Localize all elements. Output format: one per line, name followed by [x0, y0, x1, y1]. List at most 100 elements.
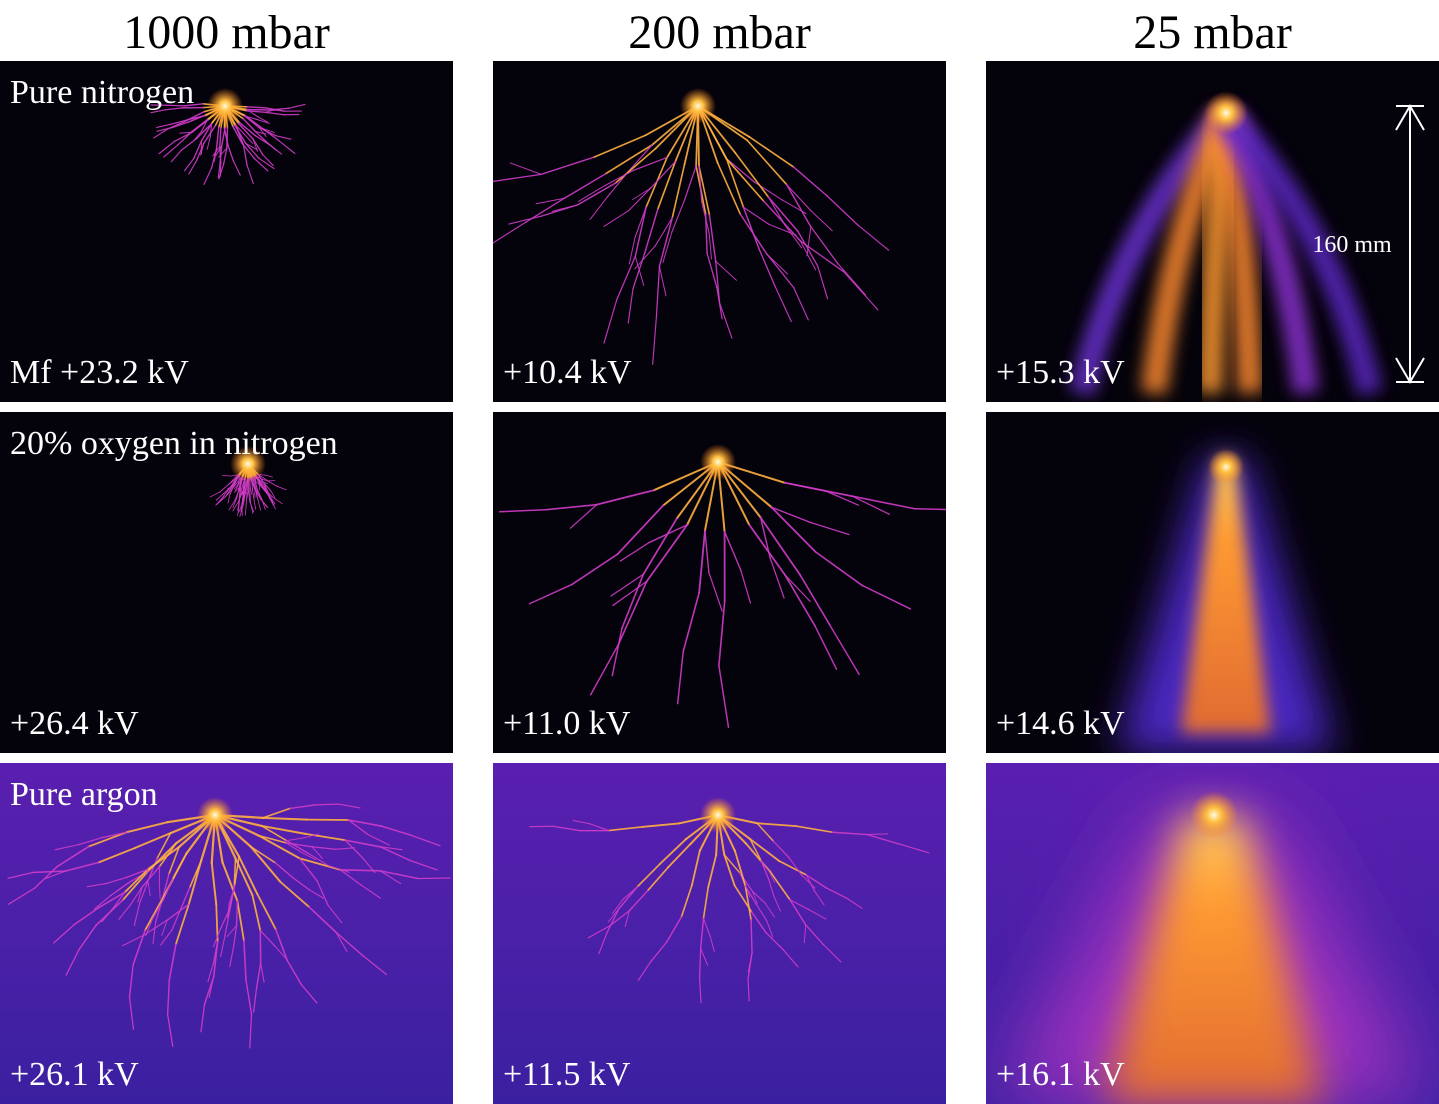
streamer [288, 103, 306, 109]
streamer [220, 127, 226, 147]
streamer [683, 165, 697, 201]
streamer [701, 201, 710, 234]
streamer [215, 145, 223, 157]
streamer [152, 921, 157, 944]
streamer [203, 167, 213, 186]
streamer [671, 199, 686, 233]
streamer [243, 485, 246, 494]
streamer [137, 886, 143, 903]
streamer [298, 857, 342, 871]
streamer [347, 819, 383, 827]
streamer [200, 1003, 206, 1033]
streamer [193, 140, 202, 160]
streamer [262, 807, 291, 819]
streamer [298, 857, 318, 882]
streamer [275, 135, 292, 140]
streamer [788, 857, 803, 876]
streamer [208, 976, 215, 998]
streamer [766, 253, 795, 289]
panel-bg [0, 412, 453, 753]
streamer [734, 152, 770, 198]
streamer [595, 489, 655, 506]
streamer [237, 502, 240, 516]
voltage-label: +15.3 kV [996, 354, 1125, 391]
cone [1181, 457, 1271, 733]
streamer [795, 825, 834, 834]
streamer [184, 157, 195, 172]
streamer [334, 847, 355, 850]
streamer [221, 861, 239, 902]
streamer [244, 504, 247, 516]
streamer [218, 147, 228, 158]
streamer [171, 121, 189, 129]
voltage-label: Mf +23.2 kV [10, 354, 189, 391]
streamer [141, 865, 161, 888]
streamer [212, 146, 221, 157]
streamer [237, 855, 259, 895]
streamer [725, 157, 745, 209]
streamer [270, 490, 276, 499]
streamer [253, 500, 257, 510]
row-label: Pure nitrogen [10, 74, 194, 111]
streamer [898, 843, 930, 854]
streamer [327, 865, 350, 873]
streamer [253, 158, 269, 172]
streamer [799, 240, 817, 271]
streamer [123, 868, 149, 894]
streamer [200, 122, 213, 143]
streamer [168, 943, 177, 981]
streamer [646, 866, 669, 892]
streamer [158, 140, 175, 155]
streamer [610, 573, 644, 597]
streamer [180, 138, 198, 151]
streamer [784, 574, 811, 603]
streamer [648, 524, 688, 544]
streamer [627, 288, 634, 324]
streamer [203, 125, 217, 144]
streamer [115, 882, 129, 893]
streamer [133, 902, 141, 927]
streamer [244, 115, 258, 121]
streamer [316, 880, 329, 906]
streamer [257, 499, 262, 511]
streamer [706, 252, 718, 288]
streamer [767, 196, 799, 232]
streamer [704, 530, 710, 574]
labels: Mf +23.2 kV +10.4 kV +15.3 kV +26.4 kV +11.0… [10, 6, 1425, 1093]
streamer [551, 204, 579, 212]
streamer [235, 900, 239, 927]
streamer [292, 877, 310, 891]
streamer [851, 495, 916, 510]
streamer [300, 984, 318, 1004]
streamer [746, 139, 788, 186]
streamer [667, 843, 692, 869]
streamer [255, 484, 259, 493]
streamer [257, 834, 288, 844]
streamer [261, 816, 309, 821]
streamer [589, 196, 608, 220]
streamer [612, 580, 648, 607]
streamer [308, 889, 324, 899]
streamer [700, 947, 709, 966]
streamer [264, 484, 271, 496]
streamer [186, 114, 206, 124]
streamer [179, 131, 193, 134]
streamer [112, 891, 126, 909]
streamer [540, 156, 595, 176]
streamer [814, 624, 838, 670]
streamer [243, 939, 247, 981]
streamer [589, 643, 620, 696]
streamer [78, 836, 103, 846]
streamer [101, 907, 114, 923]
streamer [285, 839, 309, 854]
streamer [195, 122, 213, 140]
streamer [628, 889, 649, 912]
streamer [260, 498, 268, 508]
streamer [528, 583, 573, 605]
streamer [174, 903, 190, 946]
streamer [229, 945, 235, 968]
streamer [650, 160, 676, 189]
streamer [45, 870, 66, 880]
streamer [749, 838, 781, 862]
streamer [219, 494, 229, 502]
